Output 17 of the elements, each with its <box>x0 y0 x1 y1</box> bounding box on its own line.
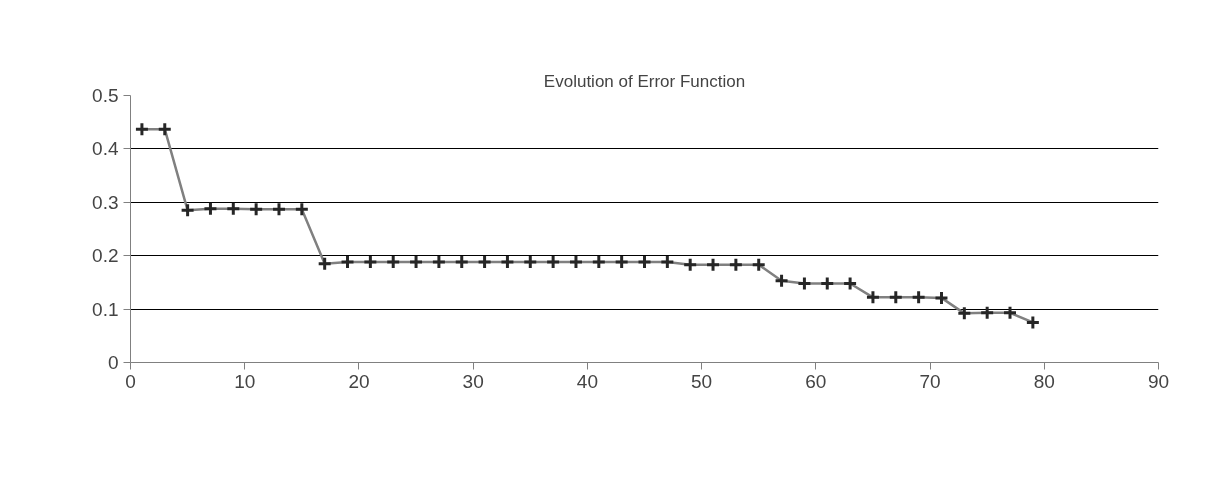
x-tick-label: 20 <box>348 370 370 392</box>
x-tick-label: 80 <box>1033 370 1055 392</box>
x-tick-label: 70 <box>919 370 941 392</box>
x-tick-label: 30 <box>462 370 484 392</box>
x-tick-label: 60 <box>805 370 827 392</box>
y-tick-label: 0.4 <box>92 138 119 160</box>
y-tick-label: 0.3 <box>92 191 119 213</box>
x-tick-label: 0 <box>125 370 136 392</box>
y-tick-label: 0.5 <box>92 85 119 106</box>
y-tick-label: 0 <box>107 352 119 373</box>
x-tick-label: 50 <box>691 370 713 392</box>
y-tick-label: 0.2 <box>92 245 119 267</box>
x-tick-label: 10 <box>234 370 256 392</box>
chart-title: Evolution of Error Function <box>543 71 746 91</box>
x-tick-label: 90 <box>1147 370 1170 392</box>
y-tick-label: 0.1 <box>92 298 119 320</box>
x-tick-label: 40 <box>576 370 598 392</box>
